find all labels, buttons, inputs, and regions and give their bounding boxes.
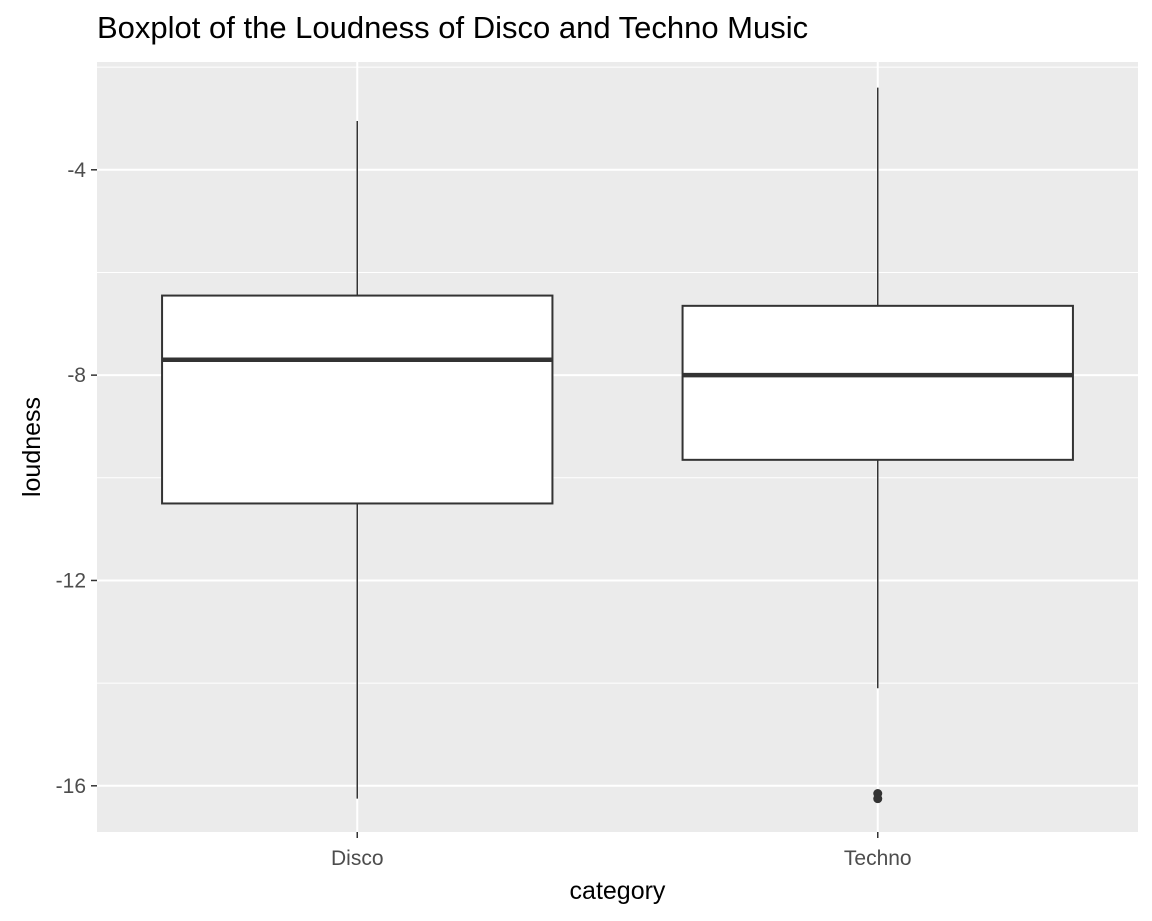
y-tick-label: -4: [67, 159, 86, 182]
y-axis-title: loudness: [18, 397, 46, 497]
boxes: [161, 87, 1074, 804]
box-iqr: [161, 294, 554, 505]
y-tick-label: -12: [56, 569, 86, 592]
y-tick-label: -8: [67, 364, 86, 387]
outlier-point: [873, 794, 883, 804]
x-axis-title: category: [570, 877, 666, 905]
x-tick-label: Disco: [331, 847, 384, 870]
box-iqr: [681, 304, 1074, 461]
axes: -16 -12 -8 -4 Disco Techno: [56, 159, 912, 870]
x-tick-label: Techno: [844, 847, 912, 870]
y-tick-label: -16: [56, 775, 86, 798]
chart-title: Boxplot of the Loudness of Disco and Tec…: [97, 10, 809, 45]
